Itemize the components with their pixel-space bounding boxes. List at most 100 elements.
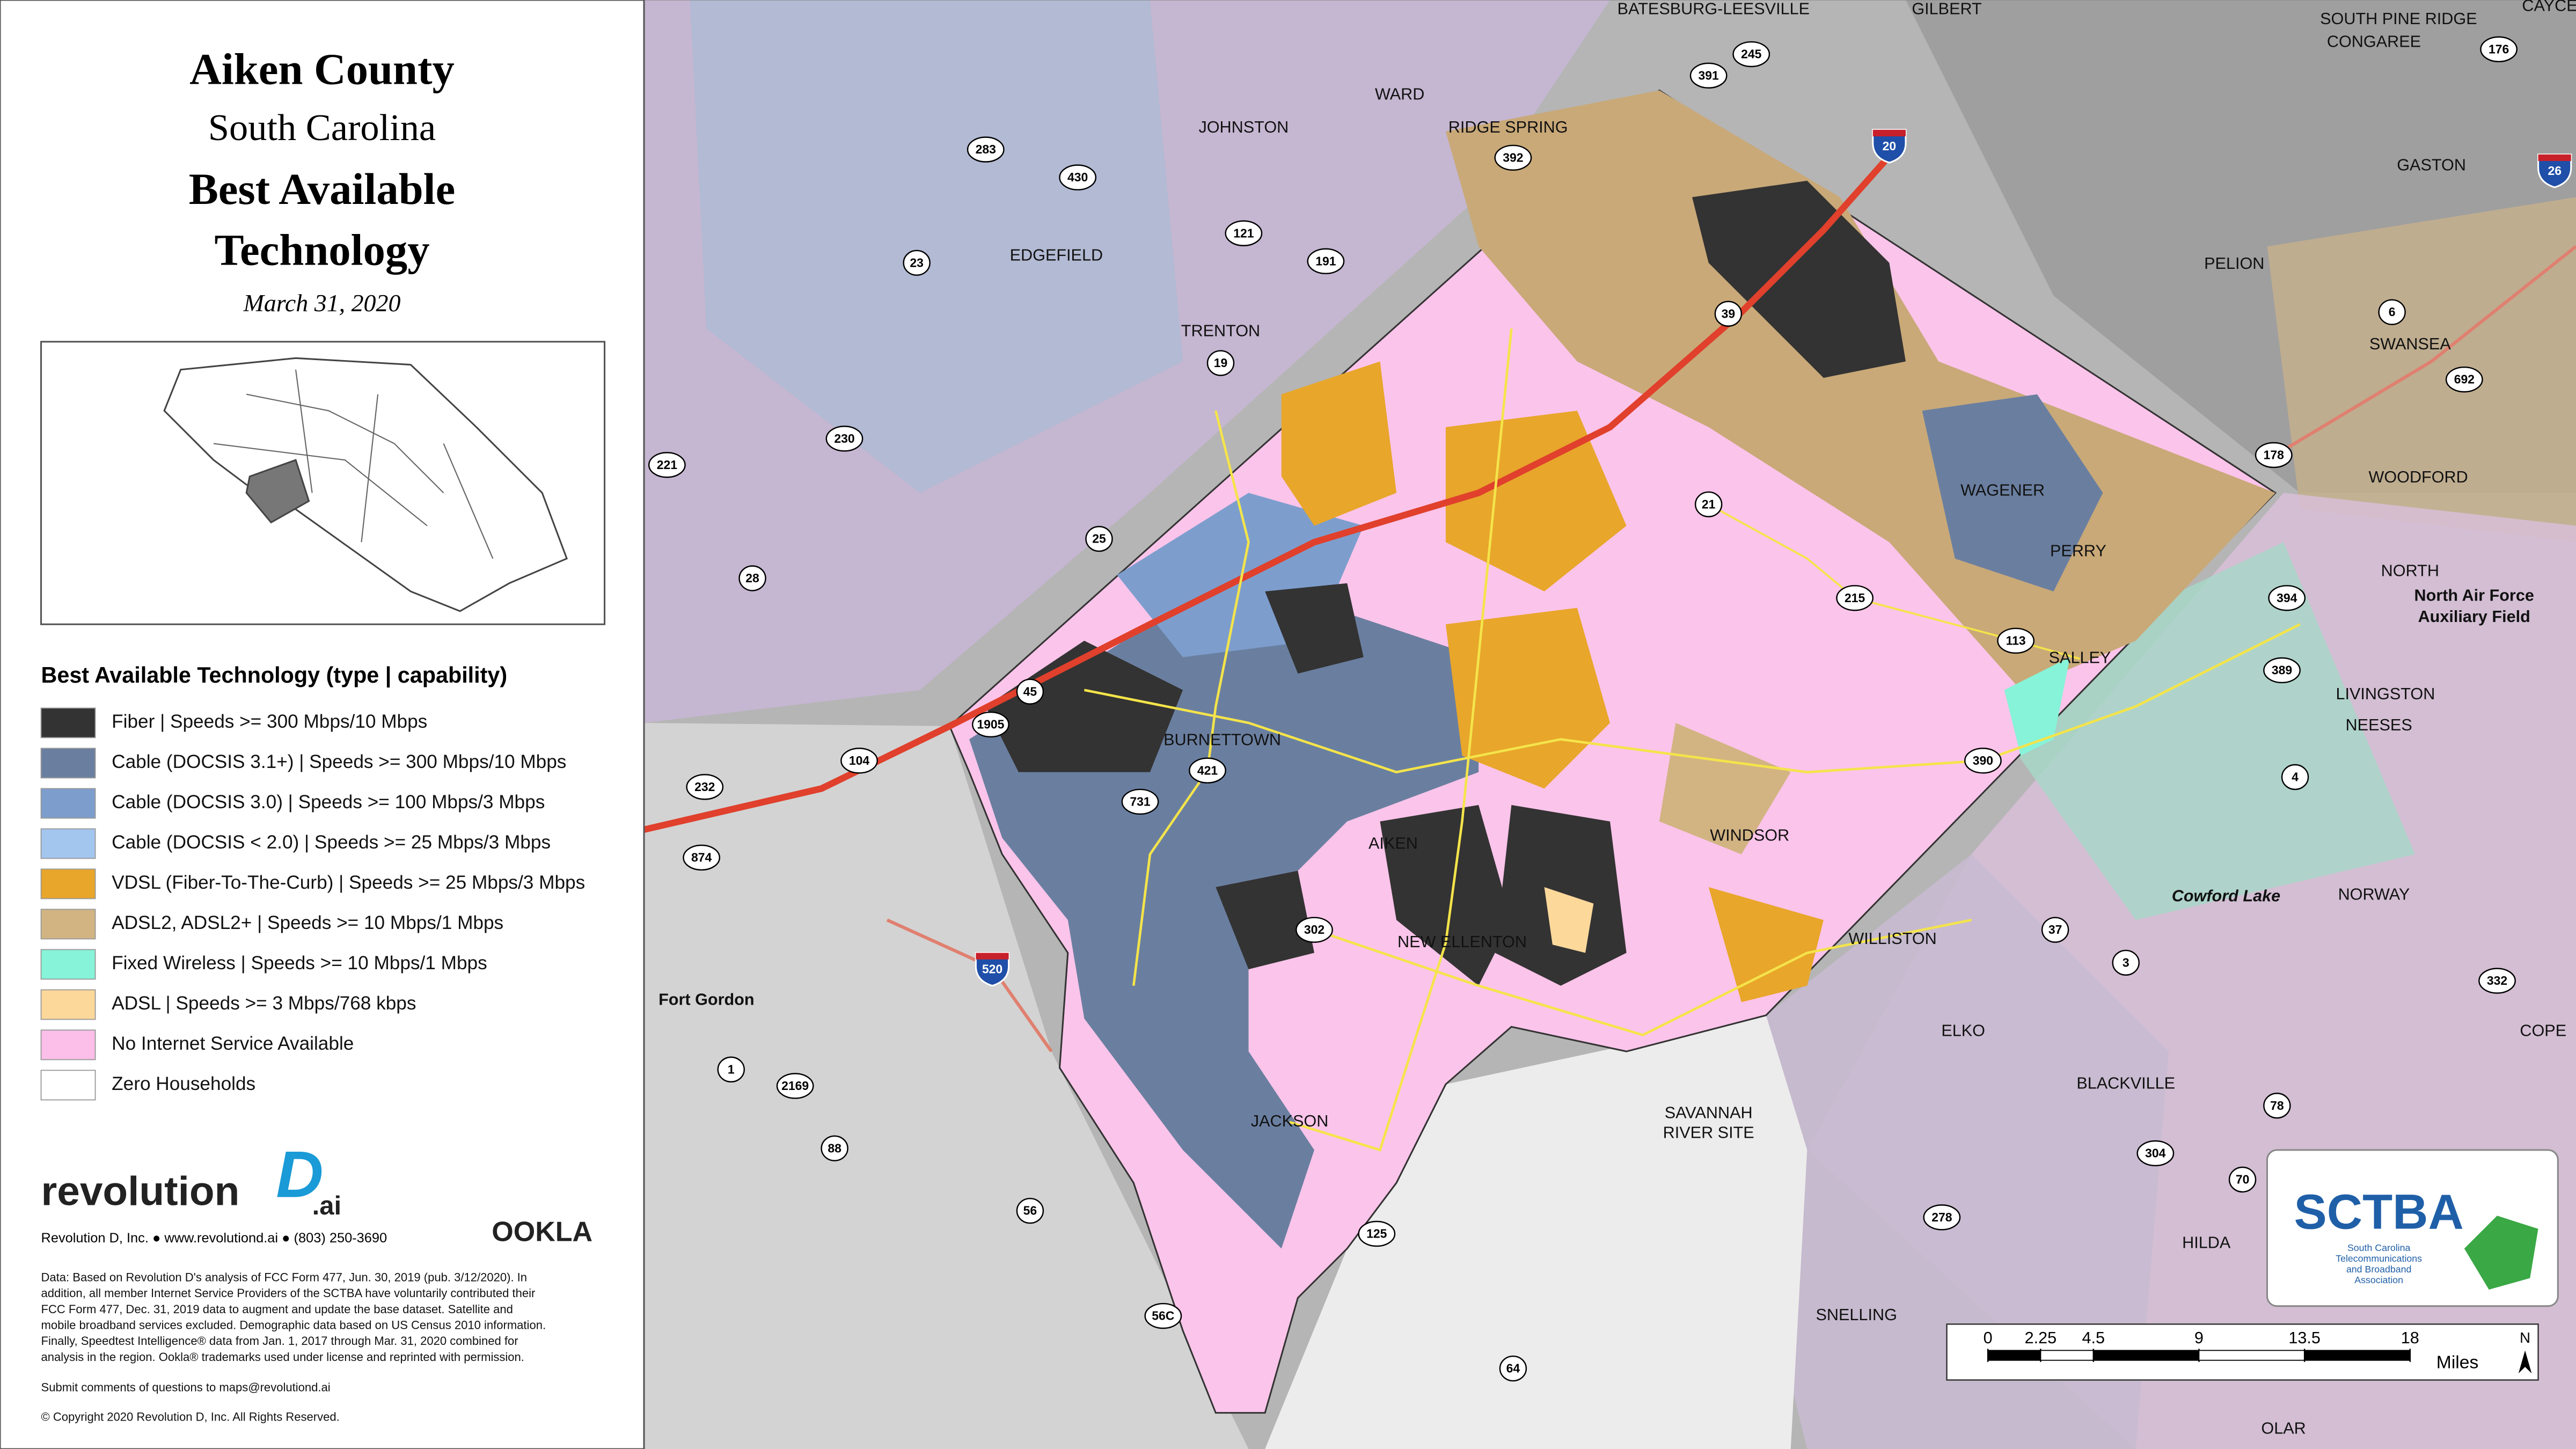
legend-swatch [40,909,96,940]
highway-shield [972,711,1009,738]
highway [1084,623,2301,774]
brand-contact: Revolution D, Inc. ● www.revolutiond.ai … [41,1231,387,1246]
interstate-top [1872,129,1906,137]
highway-number: 283 [976,142,996,156]
place-label: PERRY [2050,542,2106,560]
highway-number: 191 [1315,254,1336,268]
interstate-26 [2266,245,2576,462]
highway-shield [1714,301,1743,327]
region-barnwell [1758,854,2169,1449]
highway [1289,328,1513,1152]
place-label: NEESES [2346,716,2412,734]
highway-shield [1358,1220,1396,1247]
highway-number: 6 [2389,305,2396,319]
county [948,89,2277,1414]
highway-shield [2263,657,2301,684]
copyright: © Copyright 2020 Revolution D, Inc. All … [41,1410,340,1424]
sctba-tagline-line: and Broadband [2346,1264,2411,1275]
legend-swatch [40,868,96,899]
place-label: ELKO [1941,1022,1985,1040]
vdsl-region-c [1445,608,1610,789]
legend-swatch [40,1029,96,1060]
highway-number: 731 [1130,794,1151,808]
place-label: Fort Gordon [658,990,755,1008]
place-label: CONGAREE [2327,33,2421,51]
highway-shield [903,250,931,276]
brand-name: revolution [41,1169,240,1214]
highway-shield [2478,968,2516,994]
highway-shield [776,1073,814,1099]
legend-label: ADSL | Speeds >= 3 Mbps/768 kbps [112,993,416,1014]
region-swansea [2267,197,2576,543]
highway-number: 278 [1931,1210,1952,1224]
place-label: WINDSOR [1710,826,1789,844]
place-label: SWANSEA [2369,335,2451,353]
place-label: TRENTON [1181,321,1260,340]
highway-number: 2169 [781,1079,809,1093]
scale-bar: Miles N 0 2.25 4.5 9 13.5 18 [1946,1323,2539,1381]
highway-shield [717,1056,745,1083]
wireless-region [2004,657,2070,756]
note-line: Data: Based on Revolution D's analysis o… [41,1270,528,1284]
highway-number: 64 [1506,1362,1520,1375]
highway-number: 302 [1304,923,1324,936]
roads [643,0,2576,1152]
place-label: SNELLING [1816,1306,1897,1324]
legend-swatch [40,989,96,1020]
brand-suffix: .ai [312,1191,341,1220]
legend-label: ADSL2, ADSL2+ | Speeds >= 10 Mbps/1 Mbps [112,912,503,933]
highway-number: 28 [745,571,759,585]
highway-number: 245 [1741,47,1762,61]
highway-number: 230 [834,431,854,445]
legend-title: Best Available Technology (type | capabi… [41,663,508,687]
side-panel: Aiken County South Carolina Best Availab… [0,0,645,1449]
highway-shield [1494,144,1532,171]
note-line: addition, all member Internet Service Pr… [41,1286,536,1300]
highway-number: 221 [657,458,678,472]
highway-shield [2255,442,2293,469]
fiber-north-augusta [985,640,1183,772]
highway-number: 121 [1233,226,1254,240]
legend-swatch [40,748,96,779]
place-label: CAYCE [2522,0,2576,14]
highway-number: 78 [2270,1099,2284,1113]
region-wireless [1971,542,2415,920]
highway-shield [2041,917,2069,943]
highway-shield [1059,164,1097,191]
highway-shield [967,136,1005,163]
scale-segment [2304,1350,2411,1361]
place-label: SAVANNAH [1665,1104,1753,1122]
highway-shield [686,774,724,800]
highway-shield [1189,757,1226,784]
scale-segment [1987,1350,2041,1361]
highway-shield [1144,1302,1182,1329]
highway-shield [1296,917,1333,943]
place-labels: BATESBURG-LEESVILLE GILBERT SOUTH PINE RID… [658,0,2576,1437]
title: Aiken County [189,45,455,94]
place-label: WOODFORD [2368,468,2468,486]
region-edgefield [690,0,1183,493]
place-label: JACKSON [1251,1112,1329,1130]
scale-tick-label: 18 [2401,1329,2419,1347]
highway-shield [1923,1204,1961,1231]
highway-number: 4 [2292,770,2299,784]
highway-number: 392 [1503,150,1523,164]
vdsl-region-d [1708,887,1824,1002]
highway-number: 178 [2264,448,2285,462]
legend-label: Fiber | Speeds >= 300 Mbps/10 Mbps [112,711,427,732]
sctba-name: SCTBA [2294,1185,2464,1240]
place-label: EDGEFIELD [1010,246,1103,265]
inset-aiken [245,459,310,524]
highway-number: 45 [1023,684,1037,698]
highway-number: 232 [694,780,715,794]
place-label: BATESBURG-LEESVILLE [1618,0,1810,18]
highway-number: 23 [910,255,924,269]
place-label: OLAR [2261,1419,2306,1437]
highway-shield [1836,585,1874,611]
scale-segment [2092,1350,2200,1361]
highway-number: 21 [1702,497,1716,511]
scale-segment [2040,1350,2094,1361]
legend-swatch [40,828,96,859]
highway-shield [683,844,721,871]
